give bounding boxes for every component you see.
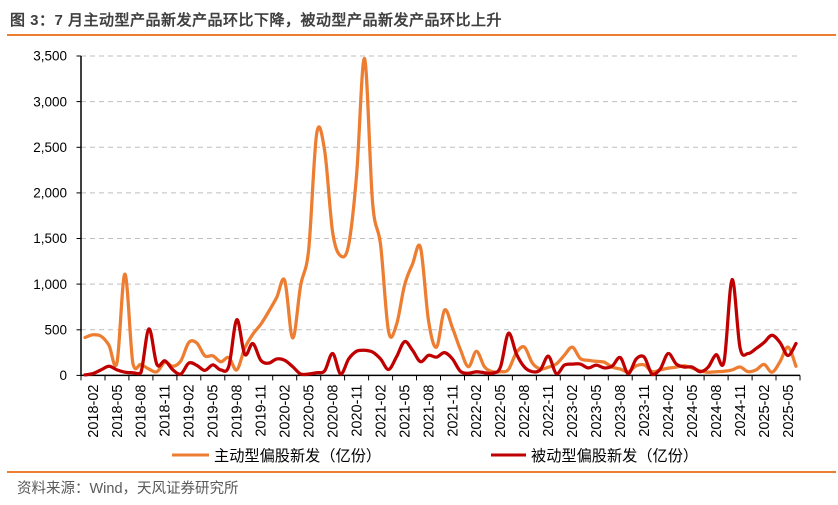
svg-text:2020-11: 2020-11: [349, 385, 365, 437]
svg-text:2,500: 2,500: [33, 140, 67, 155]
svg-text:0: 0: [59, 368, 67, 383]
svg-text:2023-11: 2023-11: [637, 385, 653, 437]
svg-text:2023-05: 2023-05: [589, 385, 605, 438]
svg-text:3,000: 3,000: [33, 94, 67, 109]
svg-text:2025-02: 2025-02: [757, 385, 773, 438]
svg-text:2020-05: 2020-05: [302, 385, 318, 438]
svg-text:2021-05: 2021-05: [397, 385, 413, 438]
svg-text:被动型偏股新发（亿份）: 被动型偏股新发（亿份）: [531, 448, 698, 465]
svg-text:2024-05: 2024-05: [685, 385, 701, 438]
svg-text:2,000: 2,000: [33, 186, 67, 201]
svg-text:2021-11: 2021-11: [445, 385, 461, 437]
svg-text:2018-08: 2018-08: [134, 385, 150, 438]
svg-text:1,500: 1,500: [33, 231, 67, 246]
svg-text:2022-11: 2022-11: [541, 385, 557, 437]
svg-text:2018-11: 2018-11: [158, 385, 174, 437]
svg-text:2025-05: 2025-05: [781, 385, 797, 438]
svg-text:2023-08: 2023-08: [613, 385, 629, 438]
svg-text:2019-05: 2019-05: [206, 385, 222, 438]
svg-text:2024-02: 2024-02: [661, 385, 677, 438]
svg-text:2020-08: 2020-08: [325, 385, 341, 438]
svg-text:1,000: 1,000: [33, 277, 67, 292]
svg-text:2020-02: 2020-02: [278, 385, 294, 438]
svg-text:2018-02: 2018-02: [86, 385, 102, 438]
svg-text:2022-02: 2022-02: [469, 385, 485, 438]
svg-text:2022-08: 2022-08: [517, 385, 533, 438]
svg-text:2021-02: 2021-02: [373, 385, 389, 438]
svg-text:2021-08: 2021-08: [421, 385, 437, 438]
svg-text:2019-11: 2019-11: [254, 385, 270, 437]
svg-text:2019-02: 2019-02: [182, 385, 198, 438]
svg-text:500: 500: [44, 323, 67, 338]
svg-text:2019-08: 2019-08: [230, 385, 246, 438]
svg-text:2024-11: 2024-11: [733, 385, 749, 437]
svg-text:主动型偏股新发（亿份）: 主动型偏股新发（亿份）: [214, 448, 381, 465]
svg-text:2022-05: 2022-05: [493, 385, 509, 438]
svg-text:3,500: 3,500: [33, 49, 67, 64]
svg-text:2024-08: 2024-08: [709, 385, 725, 438]
svg-text:2018-05: 2018-05: [110, 385, 126, 438]
svg-text:2023-02: 2023-02: [565, 385, 581, 438]
